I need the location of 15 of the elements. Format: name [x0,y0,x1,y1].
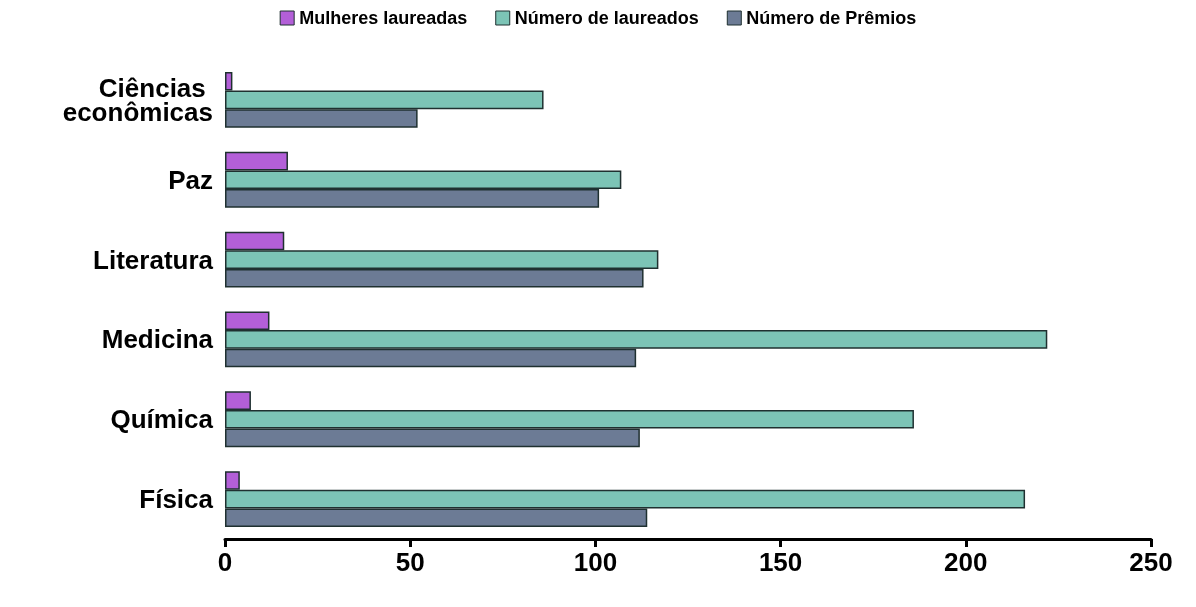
y-tick-label: Medicina [101,324,214,355]
legend-label: Número de Prêmios [746,8,917,28]
x-tick-label: 150 [758,547,803,577]
legend-label: Número de laureados [514,8,699,28]
y-tick-label: Física [139,484,214,515]
y-tick-label: Ciências econômicas [62,72,213,127]
x-tick-label: 250 [1129,547,1173,577]
y-tick-label: Química [110,404,214,435]
legend-label: Mulheres laureadas [299,8,468,28]
y-tick-label: Paz [168,164,213,195]
x-tick-label: 50 [395,547,425,577]
x-tick-label: 200 [944,547,988,577]
y-tick-label: Literatura [93,244,214,275]
x-tick-label: 100 [573,547,618,577]
x-tick-label: 0 [217,547,233,577]
